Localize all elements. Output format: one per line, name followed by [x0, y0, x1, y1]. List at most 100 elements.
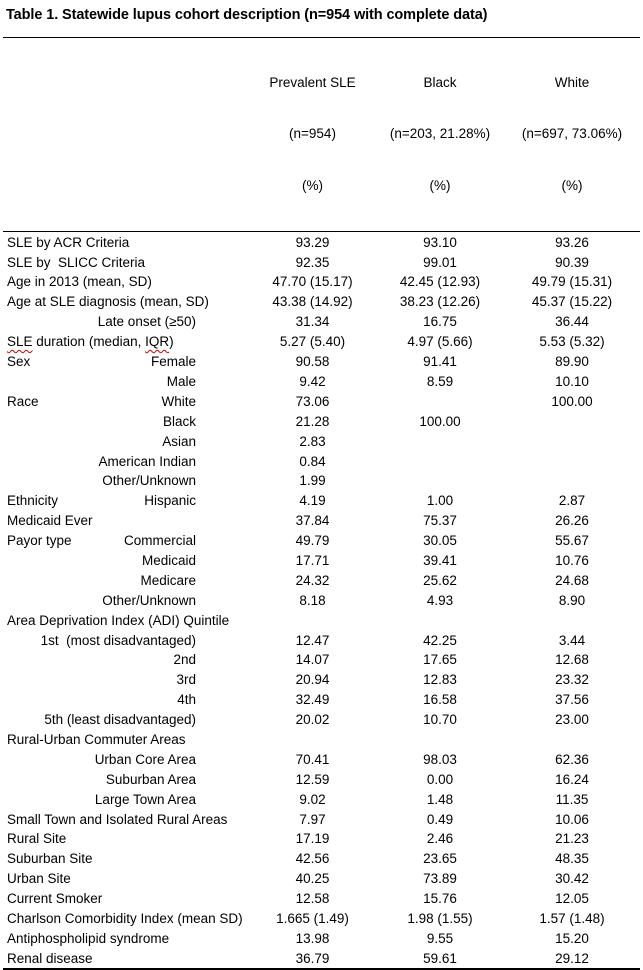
- row-label-cell: Rural Site: [3, 829, 249, 849]
- table-row: 2nd 14.07 17.65 12.68: [3, 650, 640, 670]
- table-row: 3rd 20.94 12.83 23.32: [3, 670, 640, 690]
- cell-value: 49.79 (15.31): [531, 274, 613, 290]
- row-label: Rural-Urban Commuter Areas: [7, 731, 186, 747]
- table-row: Sex Female 90.58 91.41 89.90: [3, 352, 640, 372]
- header-line-pct: (%): [429, 178, 451, 194]
- cell-value: 1.665 (1.49): [276, 910, 349, 926]
- cell-value: 10.76: [555, 552, 589, 568]
- row-label: Sex: [7, 354, 31, 370]
- table-row: Medicaid 17.71 39.41 10.76: [3, 551, 640, 571]
- cell-value: 17.19: [295, 831, 330, 847]
- cell-value: 93.10: [423, 234, 457, 250]
- table-title: Table 1. Statewide lupus cohort descript…: [6, 7, 488, 23]
- row-label-cell: Small Town and Isolated Rural Areas: [3, 809, 249, 829]
- table-row: SLE by SLICC Criteria 92.35 99.01 90.39: [3, 252, 640, 272]
- cell-value: 14.07: [295, 652, 330, 668]
- cell-value: 55.67: [555, 533, 589, 549]
- table-row: Suburban Site 42.56 23.65 48.35: [3, 849, 640, 869]
- header-empty-cell: [3, 38, 249, 232]
- row-label-cell: Medicaid Ever: [3, 511, 249, 531]
- cell-value: 16.58: [423, 692, 457, 708]
- row-sublabel: Urban Core Area: [94, 751, 196, 767]
- cell-value: 98.03: [423, 751, 457, 767]
- row-label-cell: Black: [3, 411, 249, 431]
- cell-value: 30.42: [555, 871, 589, 887]
- header-row: Prevalent SLE (n=954) (%) Black (n=203, …: [3, 38, 640, 232]
- table-row: Age at SLE diagnosis (mean, SD) 43.38 (14…: [3, 292, 640, 312]
- cell-value: 17.65: [423, 652, 457, 668]
- cell-value: 5.53 (5.32): [539, 334, 605, 350]
- cell-value: 16.24: [555, 771, 589, 787]
- table-row: Suburban Area 12.59 0.00 16.24: [3, 769, 640, 789]
- cell-value: 38.23 (12.26): [399, 294, 481, 310]
- cell-value: 36.44: [555, 314, 589, 330]
- row-sublabel: Large Town Area: [94, 791, 196, 807]
- cell-value: 1.57 (1.48): [539, 910, 605, 926]
- cell-value: 30.05: [423, 533, 457, 549]
- cell-value: 75.37: [423, 513, 457, 529]
- cell-value: 15.76: [423, 891, 457, 907]
- row-label: Urban Site: [7, 871, 71, 887]
- header-col-white: White (n=697, 73.06%) (%): [504, 38, 640, 232]
- cell-value: [376, 431, 504, 451]
- row-label-cell: SLE by SLICC Criteria: [3, 252, 249, 272]
- cell-value: 12.47: [295, 632, 330, 648]
- row-label-cell: 5th (least disadvantaged): [3, 710, 249, 730]
- table-row: Rural Site 17.19 2.46 21.23: [3, 829, 640, 849]
- cell-value: 20.02: [295, 712, 330, 728]
- cell-value: 24.32: [295, 572, 330, 588]
- table-row: Medicare 24.32 25.62 24.68: [3, 570, 640, 590]
- table-row: Asian 2.83: [3, 431, 640, 451]
- table-row: Area Deprivation Index (ADI) Quintile: [3, 610, 640, 630]
- cell-value: 12.59: [295, 771, 330, 787]
- cell-value: 23.32: [555, 672, 589, 688]
- cell-value: 2.87: [558, 493, 586, 509]
- row-label-cell: SLE duration (median, IQR): [3, 332, 249, 352]
- row-label-cell: Rural-Urban Commuter Areas: [3, 730, 249, 750]
- row-label-cell: 2nd: [3, 650, 249, 670]
- table-row: Ethnicity Hispanic 4.19 1.00 2.87: [3, 491, 640, 511]
- cell-value: 5.27 (5.40): [279, 334, 346, 350]
- cell-value: 99.01: [423, 254, 457, 270]
- header-line-n: (n=954): [289, 126, 336, 142]
- cell-value: 70.41: [295, 751, 330, 767]
- row-sublabel: Late onset (≥50): [97, 314, 196, 330]
- row-label: Suburban Site: [7, 851, 93, 867]
- cell-value: 1.48: [426, 791, 454, 807]
- table-row: Urban Core Area 70.41 98.03 62.36: [3, 749, 640, 769]
- table-row: Other/Unknown 1.99: [3, 471, 640, 491]
- table-row: Male 9.42 8.59 10.10: [3, 372, 640, 392]
- cell-value: 39.41: [423, 552, 457, 568]
- cell-value: 0.49: [426, 811, 454, 827]
- cell-value: 8.59: [426, 373, 454, 389]
- cell-value: [504, 730, 640, 750]
- cell-value: 73.06: [295, 393, 330, 409]
- row-label-cell: Medicaid: [3, 551, 249, 571]
- row-label-cell: Asian: [3, 431, 249, 451]
- table-row: Current Smoker 12.58 15.76 12.05: [3, 889, 640, 909]
- cell-value: 1.00: [426, 493, 454, 509]
- table-row: 1st (most disadvantaged) 12.47 42.25 3.44: [3, 630, 640, 650]
- table-row: Age in 2013 (mean, SD) 47.70 (15.17) 42.45…: [3, 272, 640, 292]
- cell-value: 2.46: [426, 831, 454, 847]
- row-sublabel: Medicare: [140, 572, 196, 588]
- table-row: Urban Site 40.25 73.89 30.42: [3, 869, 640, 889]
- table-row: Renal disease 36.79 59.61 29.12: [3, 948, 640, 969]
- table-row: American Indian 0.84: [3, 451, 640, 471]
- cell-value: 10.06: [555, 811, 589, 827]
- cell-value: 31.34: [295, 314, 330, 330]
- cell-value: [504, 610, 640, 630]
- row-label-cell: American Indian: [3, 451, 249, 471]
- row-label: Current Smoker: [7, 891, 103, 907]
- cell-value: 9.42: [299, 373, 326, 389]
- cell-value: [249, 730, 376, 750]
- cell-value: 26.26: [555, 513, 589, 529]
- row-label-cell: Ethnicity Hispanic: [3, 491, 249, 511]
- row-label: Area Deprivation Index (ADI) Quintile: [7, 612, 230, 628]
- cell-value: 93.29: [295, 234, 330, 250]
- table-row: Charlson Comorbidity Index (mean SD) 1.66…: [3, 909, 640, 929]
- cell-value: 24.68: [555, 572, 589, 588]
- cell-value: 91.41: [423, 354, 457, 370]
- row-sublabel: 4th: [177, 692, 196, 708]
- row-sublabel: American Indian: [98, 453, 196, 469]
